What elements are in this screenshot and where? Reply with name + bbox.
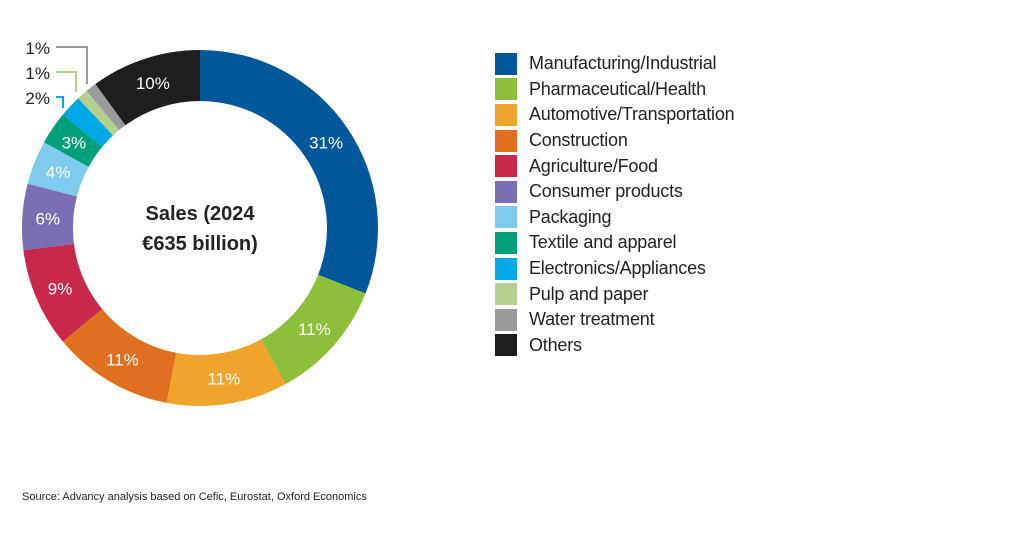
slice-label: 1% [25, 64, 50, 83]
legend-item: Pharmaceutical/Health [495, 77, 734, 103]
slice-label: 6% [36, 209, 61, 228]
slice-water-treatment [86, 83, 126, 131]
legend-label: Pharmaceutical/Health [529, 78, 706, 99]
slice-label: 9% [48, 280, 73, 299]
slice-label: 11% [298, 320, 331, 339]
legend-item: Agriculture/Food [495, 153, 734, 179]
legend-label: Construction [529, 130, 628, 151]
legend-swatch [495, 129, 517, 152]
legend-label: Electronics/Appliances [529, 258, 706, 279]
legend-swatch [495, 334, 517, 357]
slice-pharmaceutical-health [261, 274, 366, 384]
leader-line [56, 46, 88, 84]
legend-swatch [495, 257, 517, 280]
legend-item: Water treatment [495, 307, 734, 333]
legend-swatch [495, 231, 517, 254]
slice-pulp-and-paper [78, 90, 120, 136]
legend-label: Textile and apparel [529, 232, 677, 253]
legend-swatch [495, 103, 517, 126]
legend-swatch [495, 78, 517, 101]
slice-automotive-transportation [166, 339, 286, 406]
slice-label: 31% [309, 133, 343, 152]
slice-label: 4% [46, 163, 71, 182]
slice-packaging [27, 142, 89, 197]
donut-chart: 31% 11% 11% 11% 9% 6% 4% 3% 2% 1% 1% 10% Sales (202… [21, 39, 378, 406]
legend-label: Pulp and paper [529, 283, 649, 304]
leader-line [56, 71, 77, 92]
slice-label: 11% [207, 370, 240, 389]
legend-swatch [495, 52, 517, 75]
legend-swatch [495, 308, 517, 331]
slice-label: 3% [62, 133, 87, 152]
center-label-line1: Sales (2024 [146, 203, 256, 225]
legend-label: Others [529, 334, 582, 355]
slice-label: 10% [136, 74, 170, 93]
legend-item: Construction [495, 128, 734, 154]
legend-label: Manufacturing/Industrial [529, 53, 717, 74]
legend-item: Others [495, 333, 734, 359]
legend-item: Automotive/Transportation [495, 102, 735, 128]
legend-item: Textile and apparel [495, 230, 734, 256]
legend-swatch [495, 206, 517, 229]
legend-label: Consumer products [529, 181, 683, 202]
legend-item: Packaging [495, 205, 734, 231]
legend-label: Water treatment [529, 309, 655, 330]
legend-label: Packaging [529, 206, 612, 227]
slice-textile-and-apparel [44, 114, 103, 167]
leader-line [56, 96, 64, 108]
slice-electronics-appliances [62, 98, 114, 148]
legend-label: Automotive/Transportation [529, 104, 735, 125]
slice-label: 1% [25, 39, 50, 58]
legend-item: Consumer products [495, 179, 734, 205]
source-note: Source: Advancy analysis based on Cefic,… [22, 491, 367, 503]
slice-label: 11% [106, 350, 139, 369]
legend: Manufacturing/Industrial Pharmaceutical/H… [495, 51, 735, 359]
center-label-line2: €635 billion) [142, 233, 258, 255]
slice-agriculture-food [23, 243, 103, 342]
slice-consumer-products [21, 183, 77, 251]
slice-construction [62, 308, 177, 403]
legend-item: Manufacturing/Industrial [495, 51, 734, 77]
legend-swatch [495, 180, 517, 203]
legend-item: Pulp and paper [495, 281, 734, 307]
legend-label: Agriculture/Food [529, 155, 658, 176]
legend-swatch [495, 283, 517, 306]
slice-manufacturing-industrial [200, 50, 378, 294]
legend-swatch [495, 155, 517, 178]
slice-label: 2% [25, 89, 50, 108]
slice-others [95, 50, 200, 126]
legend-item: Electronics/Appliances [495, 256, 734, 282]
